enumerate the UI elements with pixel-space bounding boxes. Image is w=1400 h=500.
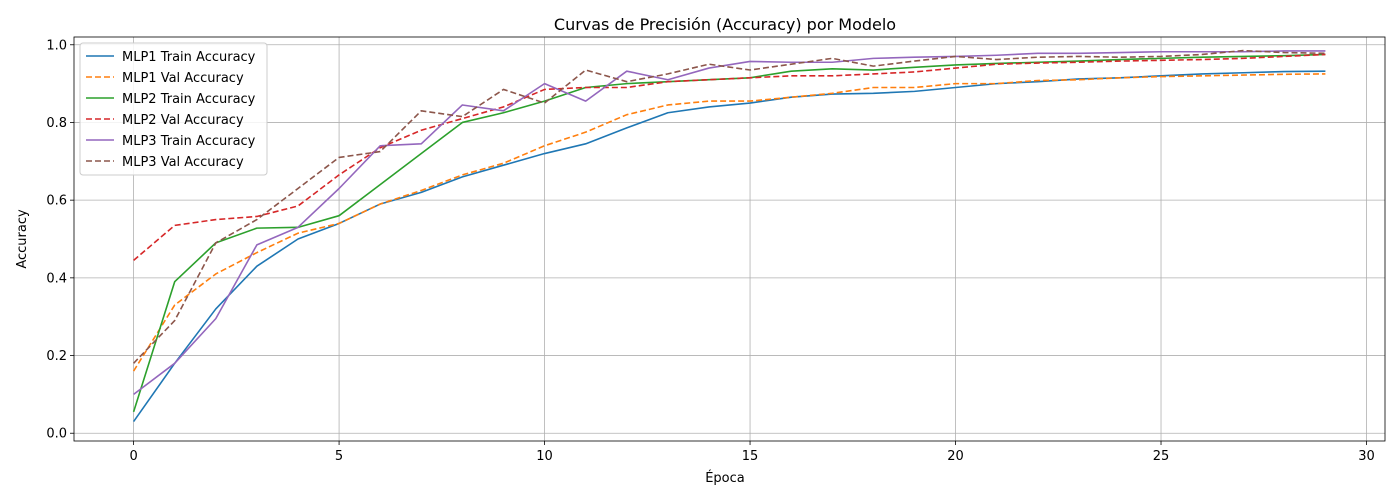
series-line-4 bbox=[133, 53, 1326, 261]
series-line-6 bbox=[133, 49, 1326, 364]
x-axis-ticks: 0 5 10 15 20 25 30 bbox=[129, 441, 1375, 464]
grid-lines bbox=[74, 37, 1385, 441]
x-tick-label: 5 bbox=[335, 449, 343, 464]
x-tick-label: 10 bbox=[536, 449, 553, 464]
legend-label: MLP2 Train Accuracy bbox=[122, 92, 256, 107]
y-tick-label: 0.6 bbox=[46, 194, 67, 209]
series-lines bbox=[132, 49, 1326, 423]
legend-label: MLP2 Val Accuracy bbox=[122, 113, 244, 128]
y-tick-label: 0.4 bbox=[46, 271, 67, 286]
series-line-2 bbox=[132, 73, 1326, 372]
y-axis-label: Accuracy bbox=[15, 209, 30, 269]
legend-label: MLP3 Val Accuracy bbox=[122, 155, 244, 170]
plot-frame bbox=[73, 36, 1386, 442]
series-line-5 bbox=[133, 50, 1326, 396]
x-tick-label: 0 bbox=[129, 449, 137, 464]
legend: MLP1 Train Accuracy MLP1 Val Accuracy MLP2… bbox=[79, 42, 268, 176]
x-tick-label: 25 bbox=[1153, 449, 1170, 464]
legend-label: MLP1 Val Accuracy bbox=[122, 71, 244, 86]
x-tick-label: 15 bbox=[742, 449, 759, 464]
x-axis-label: Época bbox=[705, 470, 745, 486]
legend-box bbox=[79, 42, 268, 176]
legend-label: MLP1 Train Accuracy bbox=[122, 50, 256, 65]
x-tick-label: 30 bbox=[1358, 449, 1375, 464]
y-tick-label: 1.0 bbox=[46, 38, 67, 53]
y-axis-ticks: 0.0 0.2 0.4 0.6 0.8 1.0 bbox=[46, 38, 74, 442]
chart-title: Curvas de Precisión (Accuracy) por Model… bbox=[554, 15, 896, 34]
legend-label: MLP3 Train Accuracy bbox=[122, 134, 256, 149]
y-tick-label: 0.8 bbox=[46, 116, 67, 131]
series-line-1 bbox=[132, 70, 1326, 423]
y-tick-label: 0.0 bbox=[46, 427, 67, 442]
x-tick-label: 20 bbox=[947, 449, 964, 464]
y-tick-label: 0.2 bbox=[46, 349, 67, 364]
